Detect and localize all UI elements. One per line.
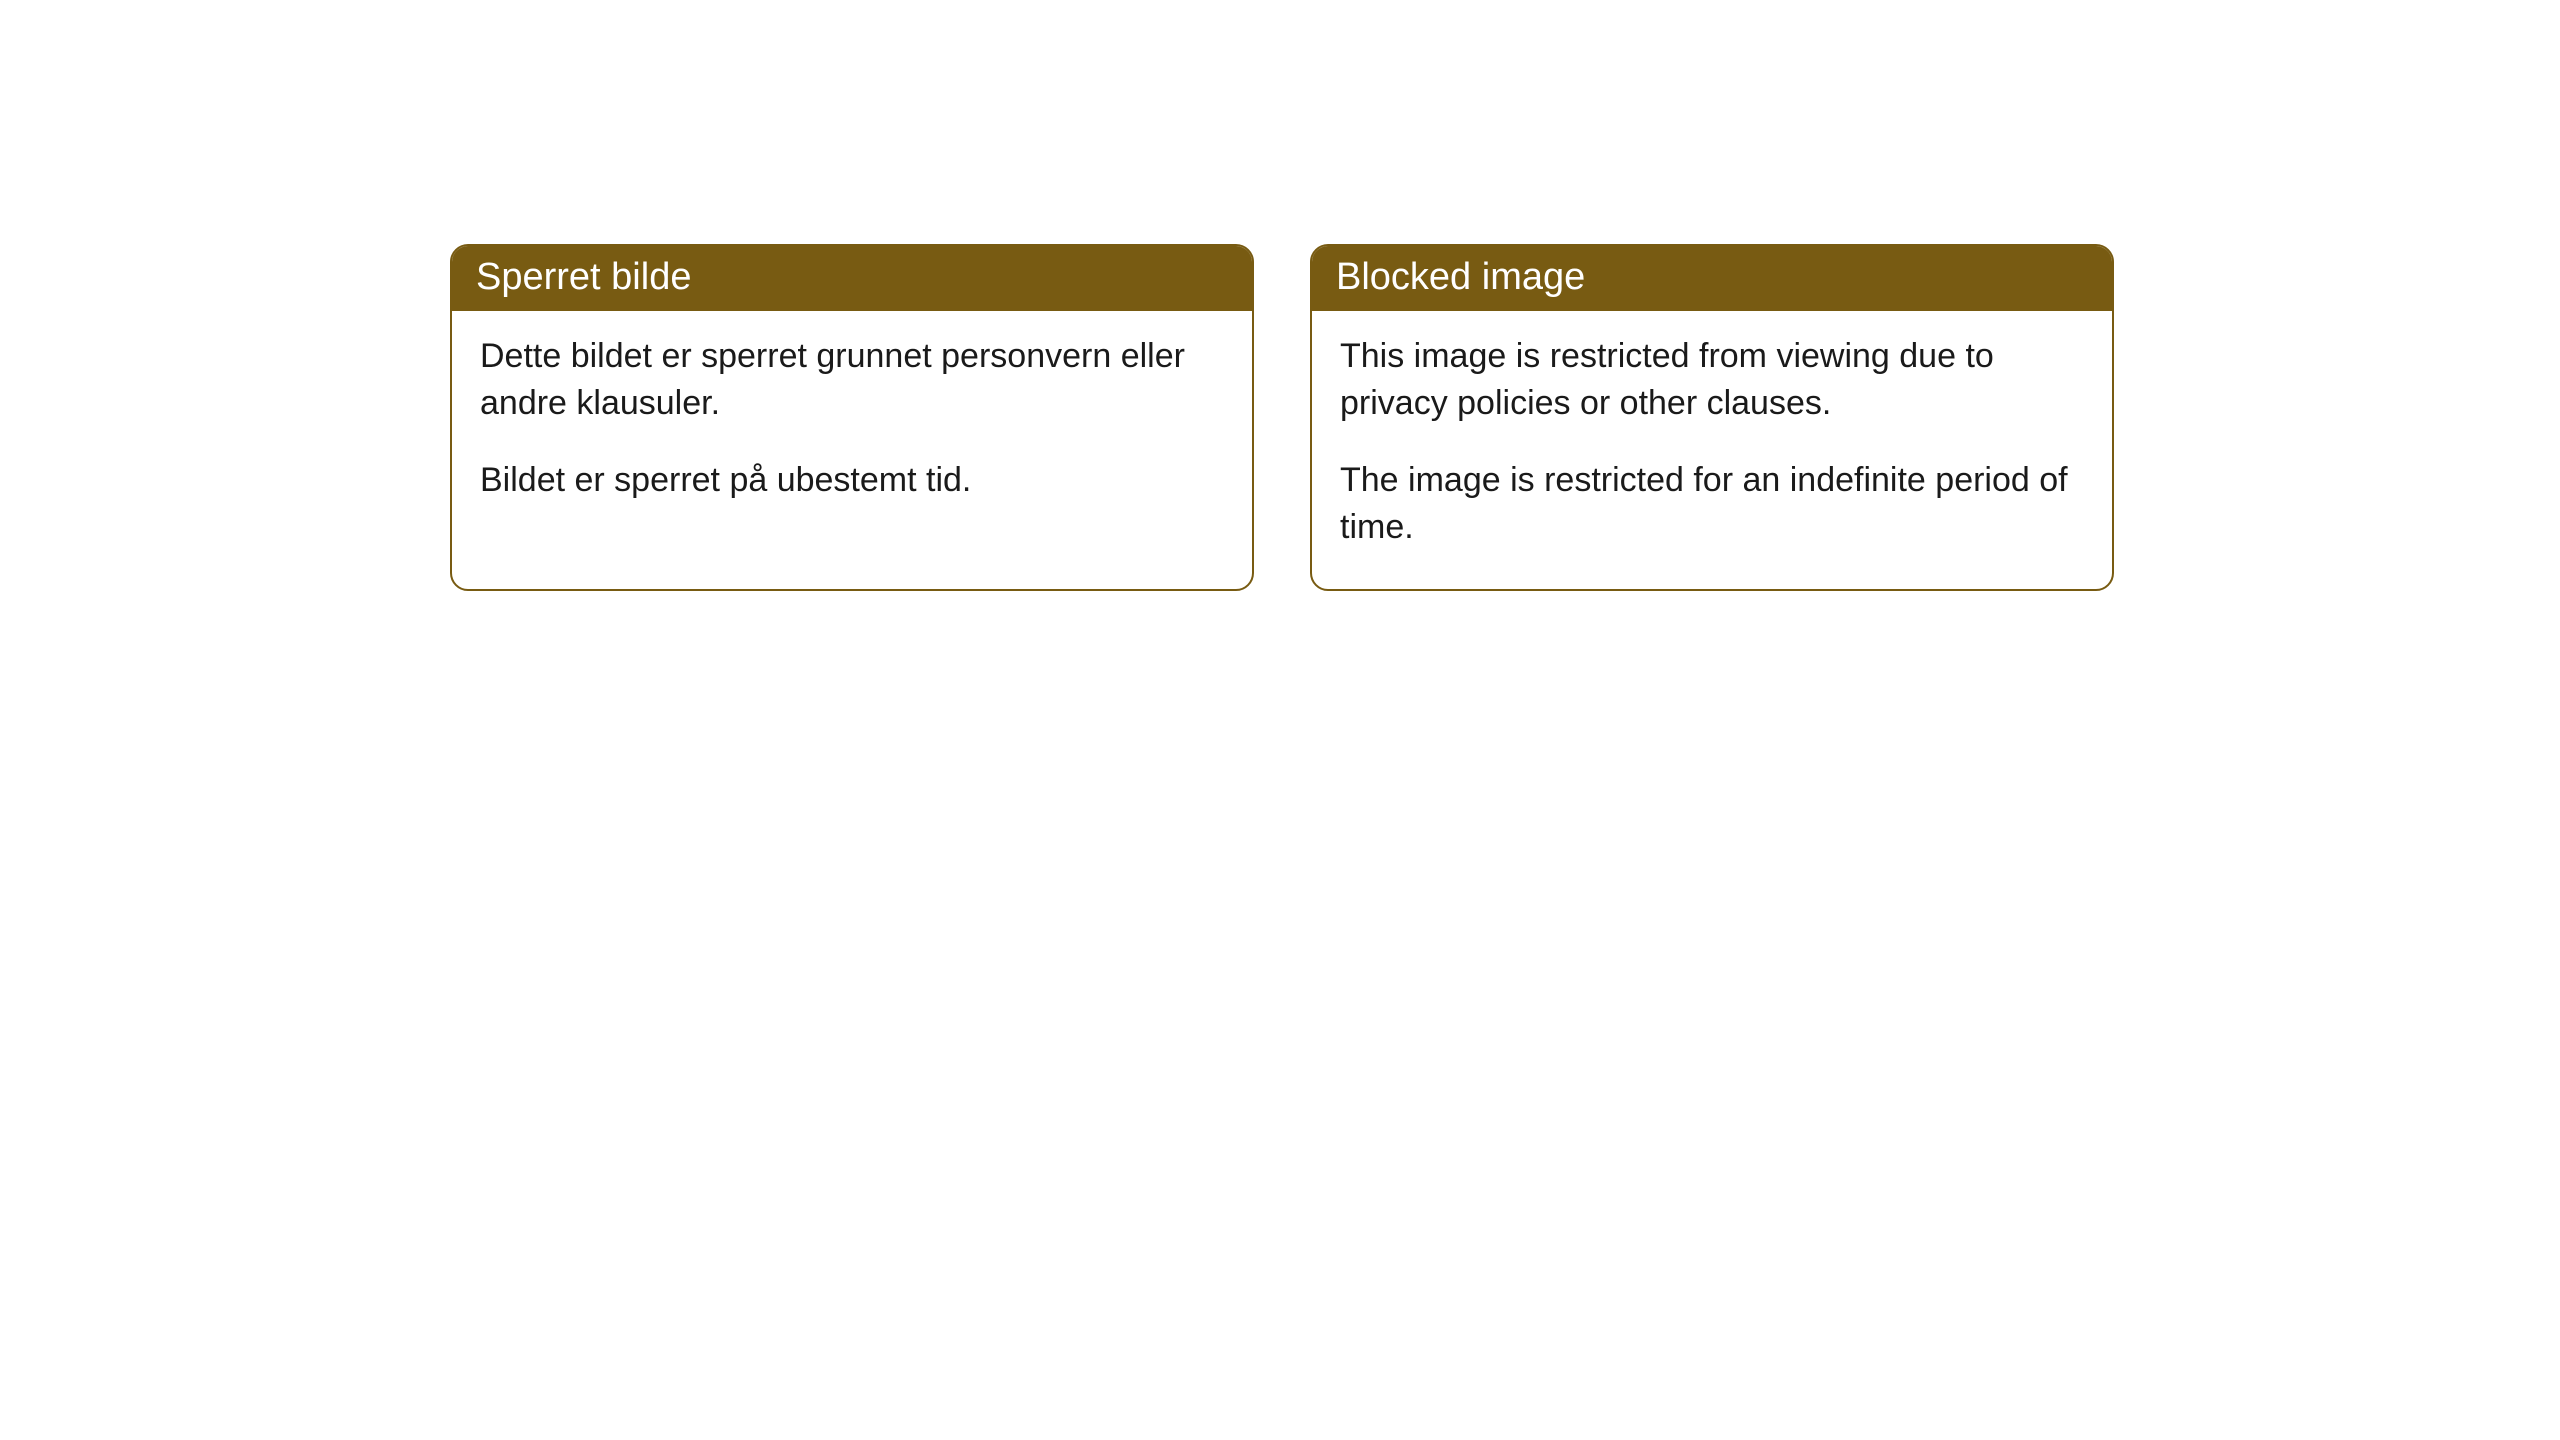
card-container: Sperret bilde Dette bildet er sperret gr… bbox=[450, 244, 2114, 591]
card-title: Sperret bilde bbox=[452, 246, 1252, 311]
card-title: Blocked image bbox=[1312, 246, 2112, 311]
card-norwegian: Sperret bilde Dette bildet er sperret gr… bbox=[450, 244, 1254, 591]
card-english: Blocked image This image is restricted f… bbox=[1310, 244, 2114, 591]
card-body: Dette bildet er sperret grunnet personve… bbox=[452, 311, 1252, 542]
card-paragraph: Bildet er sperret på ubestemt tid. bbox=[480, 457, 1224, 504]
card-paragraph: This image is restricted from viewing du… bbox=[1340, 333, 2084, 427]
card-body: This image is restricted from viewing du… bbox=[1312, 311, 2112, 589]
card-paragraph: The image is restricted for an indefinit… bbox=[1340, 457, 2084, 551]
card-paragraph: Dette bildet er sperret grunnet personve… bbox=[480, 333, 1224, 427]
